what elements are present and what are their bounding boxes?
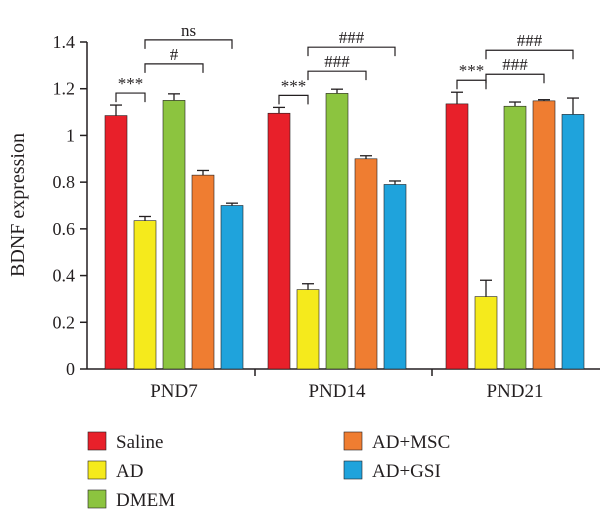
legend-label: AD+GSI	[372, 461, 441, 482]
legend-swatch	[87, 431, 107, 451]
significance-label: ###	[324, 52, 350, 71]
significance-bracket	[307, 46, 396, 57]
significance-bracket	[144, 63, 204, 73]
significance-label: ***	[118, 74, 144, 93]
legend-label: DMEM	[116, 490, 175, 511]
category-label: PND21	[486, 381, 543, 402]
category-label: PND14	[308, 381, 366, 402]
legend-swatch	[343, 431, 363, 451]
bar-dmem-pnd7	[162, 100, 186, 370]
plot-area: 0 0.2 0.4 0.6 0.8 1 1.2 1.4 PND7 PND14 PND21 *** #ns…	[53, 21, 600, 402]
y-tick-label: 1.2	[53, 79, 76, 99]
bar-ad-pnd21	[474, 296, 498, 370]
significance-label: ns	[181, 21, 196, 40]
significance-bracket	[144, 39, 233, 49]
y-tick-label: 0.4	[53, 266, 76, 286]
significance-label: ###	[502, 55, 528, 74]
y-tick-label: 0	[66, 359, 75, 379]
bar-dmem-pnd14	[325, 93, 349, 370]
bar-ad-msc-pnd7	[191, 174, 215, 370]
significance-bracket	[307, 70, 367, 81]
significance-label: ***	[281, 76, 307, 95]
legend-swatch	[87, 460, 107, 480]
significance-bracket	[115, 92, 146, 103]
significance-label: ###	[517, 31, 543, 50]
bar-saline-pnd14	[267, 112, 291, 370]
legend-label: AD	[116, 461, 143, 482]
bar-ad-msc-pnd21	[532, 100, 556, 370]
y-axis-label: BDNF expression	[7, 133, 29, 277]
bar-ad-pnd14	[296, 289, 320, 370]
bar-saline-pnd7	[104, 115, 128, 370]
significance-label: #	[170, 45, 179, 64]
significance-bracket	[278, 94, 309, 105]
legend-swatch	[343, 460, 363, 480]
bar-ad-gsi-pnd7	[220, 205, 244, 370]
y-tick-label: 0.2	[53, 312, 76, 332]
y-tick-label: 0.6	[53, 219, 76, 239]
bar-ad-msc-pnd14	[354, 158, 378, 370]
legend-label: Saline	[116, 432, 164, 453]
significance-label: ***	[459, 61, 485, 80]
significance-bracket	[485, 49, 574, 60]
significance-bracket	[456, 79, 487, 90]
y-tick-label: 1.4	[53, 32, 76, 52]
legend-swatch	[87, 489, 107, 509]
y-tick-label: 0.8	[53, 172, 76, 192]
bar-ad-gsi-pnd14	[383, 184, 407, 370]
category-label: PND7	[150, 381, 198, 402]
bar-dmem-pnd21	[503, 105, 527, 370]
bar-ad-pnd7	[133, 220, 157, 370]
bar-saline-pnd21	[445, 103, 469, 370]
significance-bracket	[485, 73, 545, 84]
y-tick-label: 1	[66, 125, 75, 145]
legend: Saline AD DMEM AD+MSC AD+GSI	[87, 431, 450, 511]
bar-ad-gsi-pnd21	[561, 114, 585, 370]
legend-label: AD+MSC	[372, 432, 450, 453]
significance-label: ###	[339, 28, 365, 47]
